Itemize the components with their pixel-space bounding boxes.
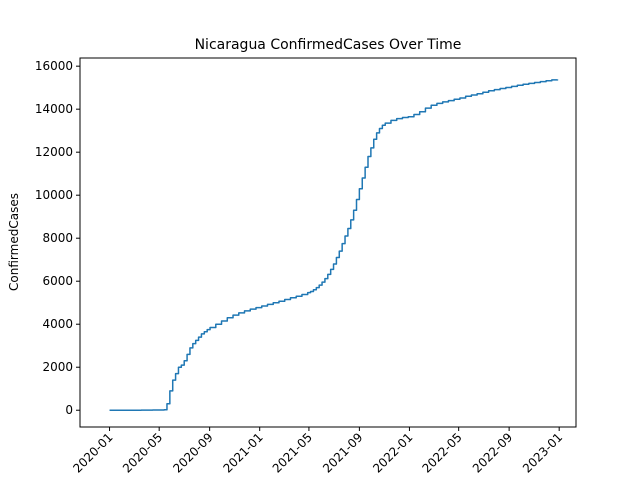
chart-title: Nicaragua ConfirmedCases Over Time [195, 37, 462, 53]
series-layer [109, 79, 559, 411]
y-tick-label: 8000 [42, 231, 73, 245]
y-axis-label: ConfirmedCases [7, 193, 21, 291]
x-tick-label: 2021-05 [270, 430, 315, 475]
x-tick-label: 2022-01 [370, 430, 415, 475]
x-tick-label: 2020-01 [70, 430, 115, 475]
x-ticks: 2020-01 2020-05 2020-09 2021-01 2021-05 2021-… [70, 427, 565, 476]
plot-frame [79, 57, 577, 428]
y-tick-label: 4000 [42, 317, 73, 331]
x-tick-label: 2023-01 [520, 430, 565, 475]
y-tick-label: 12000 [35, 145, 73, 159]
y-tick-label: 6000 [42, 274, 73, 288]
series-line [109, 79, 559, 411]
y-tick-label: 2000 [42, 360, 73, 374]
x-tick-label: 2022-05 [419, 430, 464, 475]
x-tick-label: 2020-09 [170, 430, 215, 475]
y-tick-label: 0 [65, 403, 73, 417]
x-tick-label: 2021-09 [320, 430, 365, 475]
y-ticks: 0 2000 4000 6000 8000 10000 12000 14000 16000 [35, 59, 80, 417]
y-tick-label: 16000 [35, 59, 73, 73]
x-tick-label: 2021-01 [220, 430, 265, 475]
y-tick-label: 10000 [35, 188, 73, 202]
y-tick-label: 14000 [35, 102, 73, 116]
x-tick-label: 2020-05 [120, 430, 165, 475]
x-tick-label: 2022-09 [470, 430, 515, 475]
